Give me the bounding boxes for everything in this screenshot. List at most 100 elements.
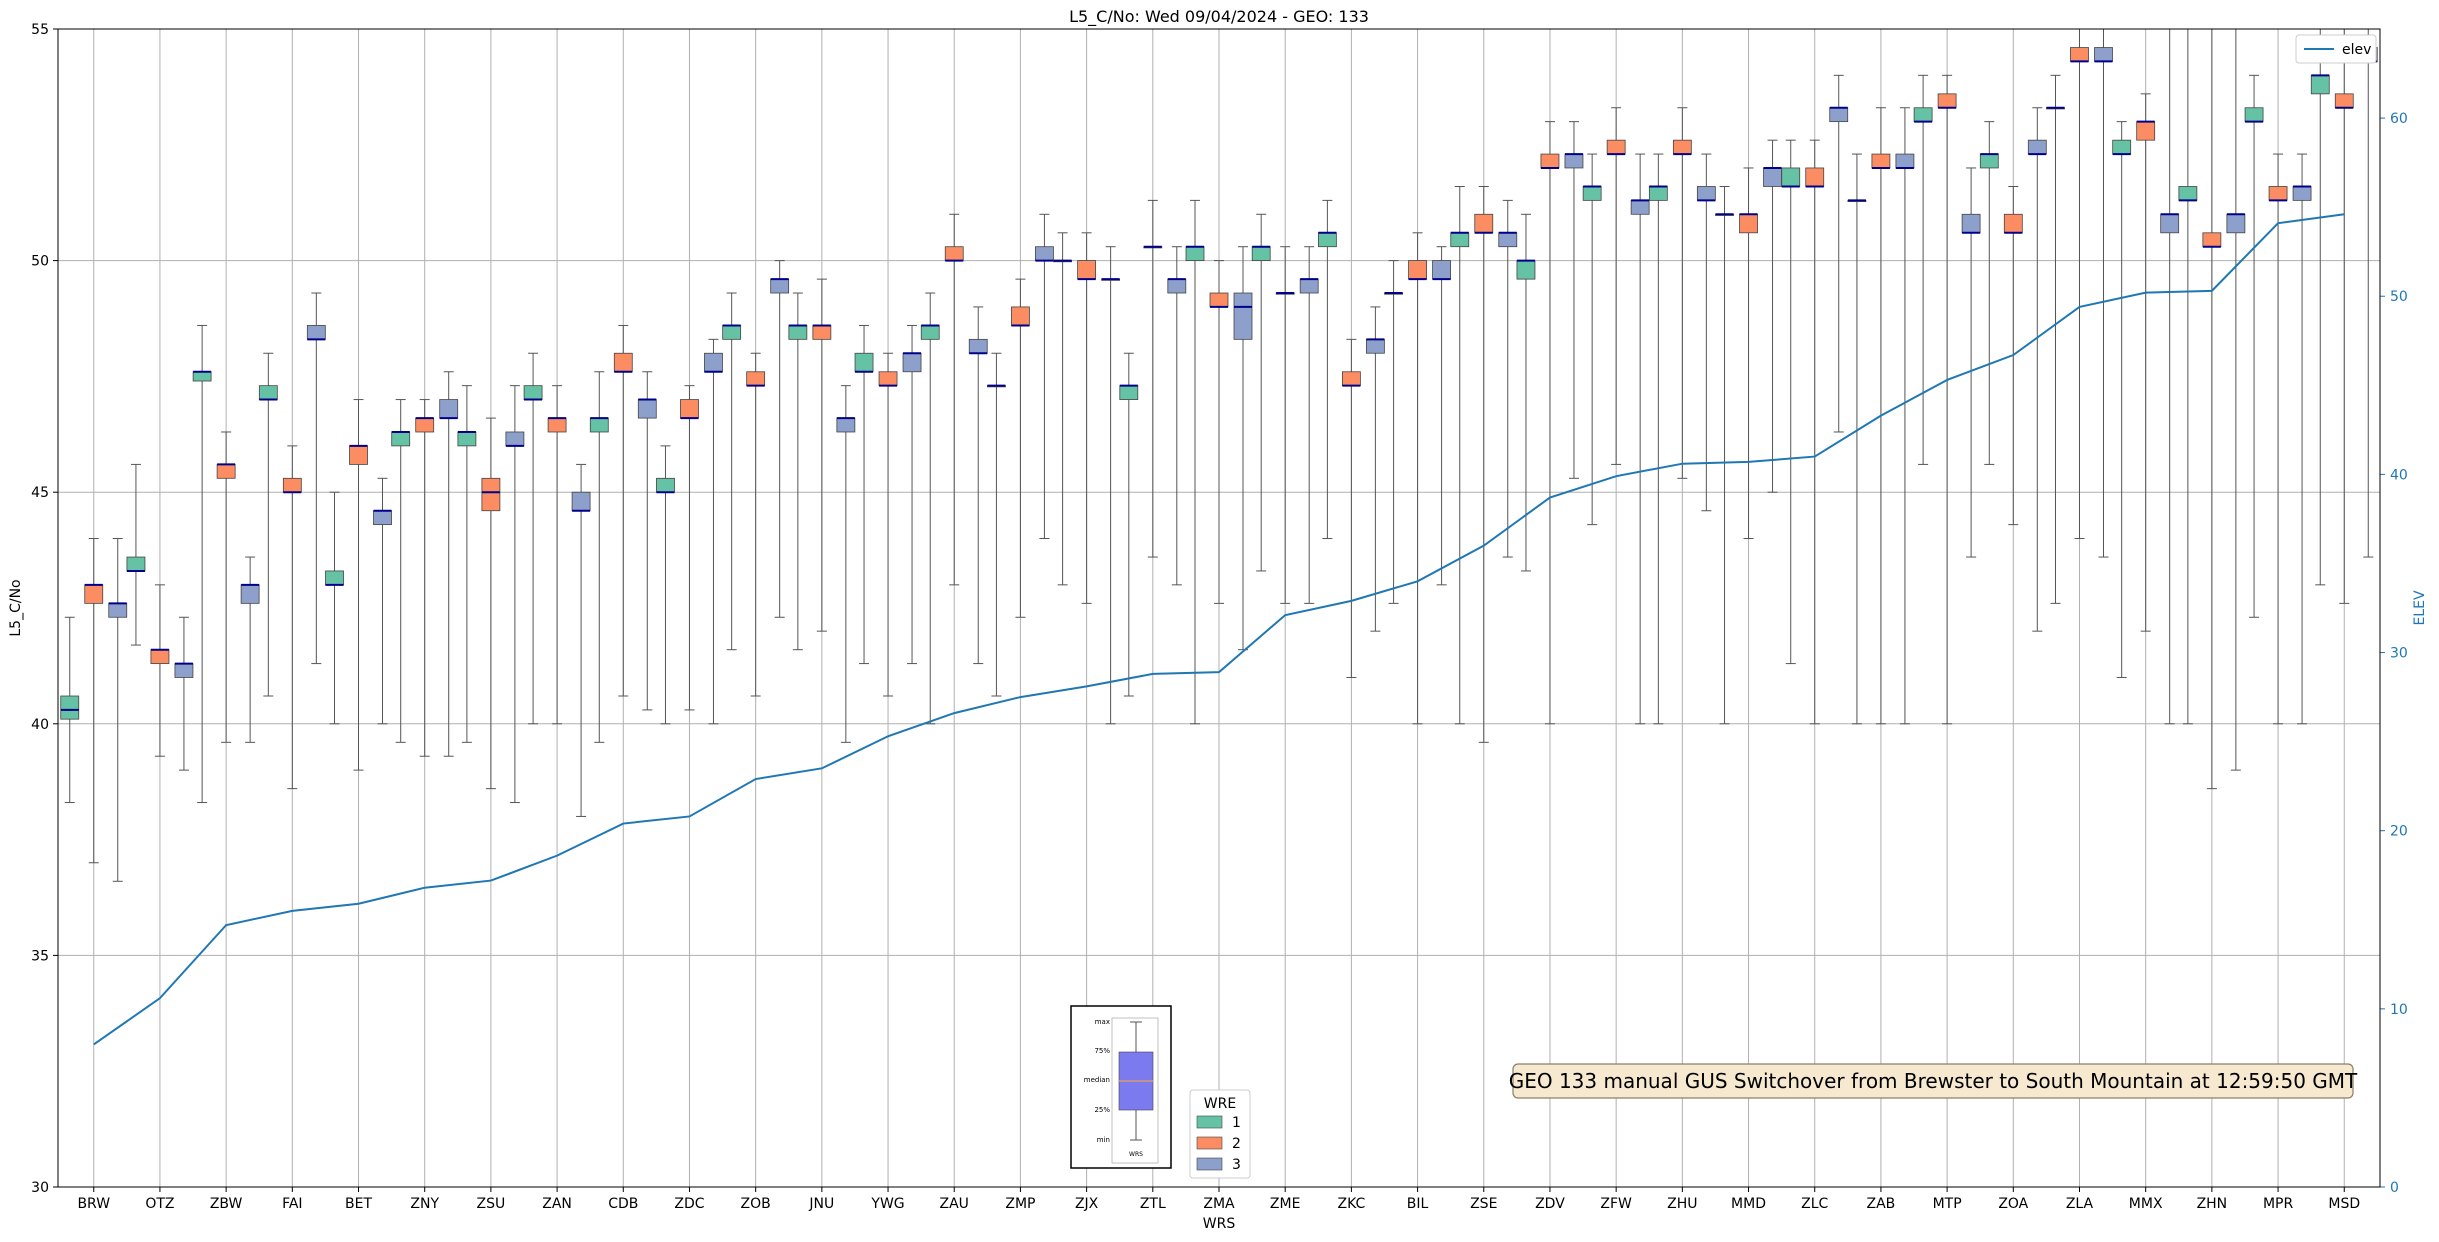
box-iqr bbox=[2310, 74, 2330, 95]
box-iqr bbox=[637, 399, 657, 419]
x-tick-label: ZBW bbox=[210, 1196, 243, 1212]
box-iqr bbox=[2027, 139, 2047, 155]
box-wre-3 bbox=[2160, 28, 2180, 725]
box-iqr bbox=[1606, 139, 1626, 155]
box-iqr bbox=[2070, 47, 2089, 62]
key-inner-frame bbox=[1111, 1017, 1159, 1164]
box-wre-1 bbox=[391, 399, 411, 743]
box-iqr bbox=[2292, 186, 2312, 201]
box-wre-3 bbox=[1696, 153, 1716, 512]
box-wre-2 bbox=[1143, 199, 1163, 558]
x-tick-label: MMX bbox=[2129, 1196, 2163, 1212]
x-tick-label: ZFW bbox=[1600, 1196, 1632, 1212]
box-iqr bbox=[836, 417, 856, 433]
x-tick-label: ZMA bbox=[1203, 1196, 1235, 1212]
x-tick-label: ZOB bbox=[741, 1196, 771, 1212]
box-wre-3 bbox=[1961, 167, 1981, 558]
box-wre-1 bbox=[722, 292, 742, 651]
x-tick-label: ZAN bbox=[542, 1196, 572, 1212]
box-wre-2 bbox=[1606, 107, 1626, 465]
key-label: median bbox=[1084, 1076, 1110, 1084]
box-iqr bbox=[1540, 153, 1560, 169]
box-wre-1 bbox=[788, 292, 808, 651]
box-iqr bbox=[704, 352, 723, 373]
chart-title: L5_C/No: Wed 09/04/2024 - GEO: 133 bbox=[1069, 7, 1369, 27]
box-iqr bbox=[547, 417, 567, 433]
box-iqr bbox=[1937, 93, 1957, 109]
box-iqr bbox=[1077, 260, 1097, 280]
box-iqr bbox=[481, 477, 501, 512]
box-iqr bbox=[84, 584, 104, 604]
box-iqr bbox=[2003, 213, 2023, 234]
box-wre-2 bbox=[1209, 260, 1229, 604]
box-wre-1 bbox=[987, 352, 1006, 697]
box-iqr bbox=[1648, 186, 1668, 201]
box-wre-1 bbox=[1185, 199, 1205, 725]
box-wre-2 bbox=[1408, 232, 1427, 725]
box-iqr bbox=[60, 695, 80, 720]
box-wre-2 bbox=[1805, 139, 1825, 725]
box-wre-3 bbox=[704, 338, 723, 725]
y-tick-label: 50 bbox=[31, 254, 49, 270]
x-tick-label: ZSU bbox=[477, 1196, 506, 1212]
box-wre-3 bbox=[1829, 74, 1849, 433]
box-wre-3 bbox=[836, 385, 856, 743]
box-wre-3 bbox=[505, 385, 525, 804]
x-tick-label: ZKC bbox=[1337, 1196, 1365, 1212]
box-wre-2 bbox=[1341, 338, 1361, 678]
box-iqr bbox=[746, 371, 766, 387]
x-tick-label: BIL bbox=[1407, 1196, 1429, 1212]
key-label: max bbox=[1095, 1018, 1110, 1026]
x-tick-label: ZDV bbox=[1535, 1196, 1565, 1212]
box-wre-2 bbox=[2003, 185, 2023, 526]
key-label: 75% bbox=[1094, 1047, 1110, 1055]
box-iqr bbox=[1582, 186, 1602, 201]
box-iqr bbox=[126, 556, 146, 572]
box-wre-1 bbox=[1317, 199, 1337, 540]
elev-legend-box bbox=[2295, 34, 2377, 64]
x-tick-label: FAI bbox=[282, 1196, 302, 1212]
box-wre-1 bbox=[920, 292, 940, 725]
box-wre-1 bbox=[325, 491, 344, 725]
box-wre-1 bbox=[457, 385, 477, 743]
box-iqr bbox=[457, 431, 477, 447]
y2-tick-label: 0 bbox=[2390, 1180, 2399, 1196]
box-iqr bbox=[1011, 306, 1030, 326]
box-wre-3 bbox=[439, 371, 459, 757]
box-iqr bbox=[1119, 385, 1139, 400]
box-iqr bbox=[174, 663, 194, 678]
box-wre-2 bbox=[349, 399, 368, 771]
box-wre-2 bbox=[216, 431, 236, 743]
box-wre-2 bbox=[1011, 278, 1030, 618]
box-wre-2 bbox=[746, 352, 766, 697]
box-iqr bbox=[2094, 47, 2113, 62]
box-iqr bbox=[1317, 232, 1337, 248]
box-iqr bbox=[1696, 186, 1716, 201]
box-wre-2 bbox=[812, 278, 832, 632]
box-iqr bbox=[1209, 292, 1229, 308]
x-tick-label: BET bbox=[345, 1196, 372, 1212]
box-iqr bbox=[306, 325, 326, 340]
box-wre-1 bbox=[1582, 153, 1602, 526]
wre-legend-box bbox=[1189, 1089, 1251, 1179]
y2-axis-label: ELEV bbox=[2412, 590, 2428, 625]
box-iqr bbox=[282, 477, 302, 493]
x-tick-label: ZSE bbox=[1470, 1196, 1497, 1212]
box-iqr bbox=[1450, 232, 1470, 248]
box-iqr bbox=[571, 491, 591, 512]
y-tick-label: 35 bbox=[31, 948, 49, 964]
box-wre-1 bbox=[1648, 153, 1668, 725]
x-tick-label: MSD bbox=[2328, 1196, 2360, 1212]
key-label: 25% bbox=[1094, 1106, 1110, 1114]
box-plot-key: max 75% median 25% min WRS bbox=[1070, 1005, 1172, 1169]
box-iqr bbox=[2136, 121, 2156, 141]
box-wre-2 bbox=[1739, 167, 1758, 540]
x-tick-label: ZTL bbox=[1140, 1196, 1166, 1212]
x-axis-label: WRS bbox=[1203, 1216, 1236, 1232]
box-iqr bbox=[2268, 186, 2288, 201]
box-wre-3 bbox=[1035, 213, 1054, 540]
box-iqr bbox=[1763, 167, 1782, 187]
box-wre-3 bbox=[174, 616, 194, 771]
box-iqr bbox=[216, 464, 236, 479]
